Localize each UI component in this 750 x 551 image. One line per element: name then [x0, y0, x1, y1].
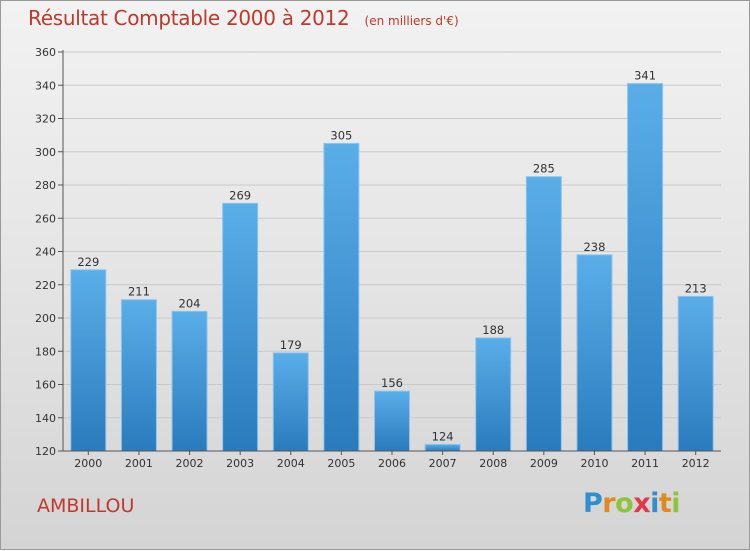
data-label-2008: 188: [482, 323, 504, 337]
x-tick-label: 2003: [226, 457, 254, 470]
logo-letter: t: [658, 488, 672, 519]
y-tick-label: 260: [35, 212, 56, 225]
y-tick-label: 360: [35, 46, 56, 59]
y-tick-label: 300: [35, 146, 56, 159]
logo-letter: x: [633, 488, 651, 519]
x-tick-label: 2006: [378, 457, 406, 470]
x-tick-label: 2005: [327, 457, 355, 470]
bar-2000: [70, 269, 107, 452]
title-row: Résultat Comptable 2000 à 2012 (en milli…: [28, 6, 459, 30]
y-tick-label: 200: [35, 312, 56, 325]
data-label-2005: 305: [330, 128, 352, 142]
bar-2003: [222, 202, 259, 452]
x-tick-label: 2010: [580, 457, 608, 470]
bar-2008: [475, 337, 512, 452]
x-tick-label: 2008: [479, 457, 507, 470]
logo-letter: i: [671, 488, 681, 519]
axes: 120 140 160 180 200 220 240 260 280 300 320 340 360 2…: [35, 46, 721, 470]
logo-letter: P: [583, 488, 603, 519]
bar-2010: [576, 254, 613, 452]
bar-2004: [272, 352, 309, 452]
chart-title: Résultat Comptable 2000 à 2012: [28, 6, 350, 30]
y-tick-label: 320: [35, 113, 56, 126]
data-label-2004: 179: [280, 338, 302, 352]
bar-2001: [120, 299, 157, 452]
y-tick-label: 280: [35, 179, 56, 192]
x-tick-label: 2009: [530, 457, 558, 470]
logo-letter: i: [650, 488, 659, 519]
bar-2006: [374, 390, 410, 452]
chart-subtitle: (en milliers d'€): [364, 14, 459, 28]
bar-2012: [677, 295, 714, 452]
data-label-2010: 238: [583, 240, 605, 254]
data-label-2001: 211: [128, 285, 150, 299]
y-tick-label: 160: [35, 379, 56, 392]
y-tick-label: 120: [35, 445, 56, 458]
x-tick-label: 2002: [176, 457, 204, 470]
data-label-2003: 269: [229, 188, 251, 202]
y-tick-label: 140: [35, 412, 56, 425]
commune-name: AMBILLOU: [37, 495, 135, 517]
data-label-2006: 156: [381, 376, 403, 390]
y-tick-label: 220: [35, 279, 56, 292]
logo-letter: r: [602, 488, 616, 519]
y-tick-label: 340: [35, 79, 56, 92]
logo-letter: o: [615, 488, 634, 519]
x-tick-label: 2011: [631, 457, 659, 470]
bar-2007: [424, 443, 461, 452]
bar-2011: [627, 83, 664, 452]
bars: 229 211 204 269 179 305 156 124 188 285 238 341 213: [70, 69, 714, 452]
x-tick-label: 2004: [277, 457, 305, 470]
x-tick-label: 2001: [125, 457, 153, 470]
y-tick-label: 240: [35, 246, 56, 259]
bar-2005: [323, 142, 360, 452]
data-label-2011: 341: [634, 69, 656, 83]
bar-2009: [525, 176, 562, 452]
proxiti-logo: Proxiti: [583, 488, 681, 519]
data-label-2002: 204: [179, 296, 201, 310]
x-tick-label: 2007: [429, 457, 457, 470]
data-label-2007: 124: [432, 429, 454, 443]
bar-2002: [171, 310, 208, 452]
y-tick-label: 180: [35, 345, 56, 358]
x-tick-label: 2012: [682, 457, 710, 470]
data-label-2012: 213: [685, 281, 707, 295]
data-label-2000: 229: [77, 255, 99, 269]
data-label-2009: 285: [533, 162, 555, 176]
x-tick-label: 2000: [74, 457, 102, 470]
